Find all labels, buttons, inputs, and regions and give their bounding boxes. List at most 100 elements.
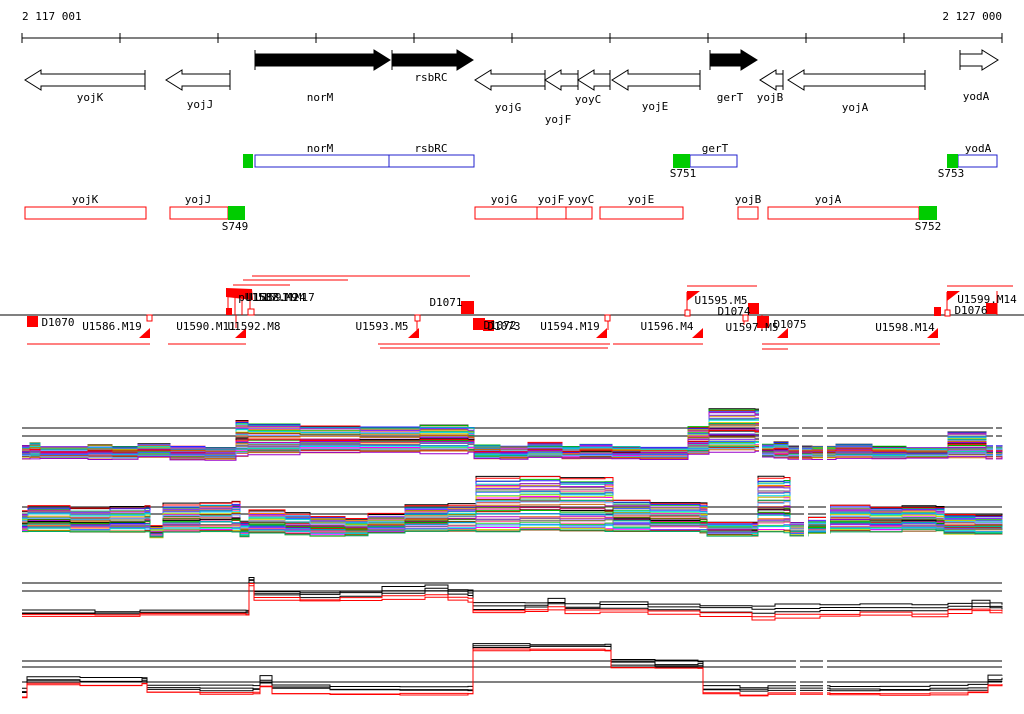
gene-arrow-shape[interactable] xyxy=(611,69,701,91)
gene-feature-row: yojK yojJ yojG yojF yoyC yojE yojB yojA S749 S752 xyxy=(24,193,942,233)
gene-label-yojE: yojE xyxy=(642,100,669,113)
probe-label-U1598.M14[interactable]: U1598.M14 xyxy=(875,321,935,334)
probe-marker-square[interactable] xyxy=(226,308,232,315)
transcript-label-gerT: gerT xyxy=(702,142,729,155)
gene-arrow-yoyC[interactable]: yoyC xyxy=(575,69,611,106)
gene-box-yojJ[interactable]: yojJ xyxy=(169,193,229,220)
expression-profile-line xyxy=(22,643,1003,689)
gene-arrow-shape[interactable] xyxy=(759,69,784,91)
gene-arrow-yojG[interactable]: yojG xyxy=(474,69,546,114)
probe-marker-square[interactable] xyxy=(461,301,474,314)
probe-label-D1070[interactable]: D1070 xyxy=(41,316,74,329)
signal-square[interactable] xyxy=(243,154,253,168)
gene-arrow-shape[interactable] xyxy=(391,49,474,71)
gene-box-label-yojA: yojA xyxy=(815,193,842,206)
probe-label-D1073[interactable]: D1073 xyxy=(487,320,520,333)
data-gap xyxy=(823,395,827,470)
gene-arrow-yojF[interactable]: yojF xyxy=(544,69,579,126)
probe-end-triangle xyxy=(408,328,419,338)
probe-label-U1588.M24[interactable]: U1588.M24 xyxy=(246,291,306,304)
signal-square-S751[interactable]: S751 xyxy=(670,154,697,180)
signal-square-S752[interactable]: S752 xyxy=(915,206,942,233)
probe-marker-square[interactable] xyxy=(986,303,997,314)
gene-arrow-shape[interactable] xyxy=(24,69,146,91)
probe-open-square xyxy=(742,314,749,322)
probe-label-D1071[interactable]: D1071 xyxy=(429,296,462,309)
gene-arrow-shape[interactable] xyxy=(787,69,926,91)
gene-box-yojE[interactable]: yojE xyxy=(599,193,684,220)
probe-marker-square[interactable] xyxy=(748,303,759,314)
gene-box-label-yojK: yojK xyxy=(72,193,99,206)
probe-marker-square[interactable] xyxy=(473,318,485,330)
expression-profile-line xyxy=(22,528,1003,538)
probe-label-U1590.M11[interactable]: U1590.M11 xyxy=(176,320,236,333)
probe-label-U1586.M19[interactable]: U1586.M19 xyxy=(82,320,142,333)
signal-label-S749: S749 xyxy=(222,220,249,233)
gene-label-yojJ: yojJ xyxy=(187,98,214,111)
probe-label-U1594.M19[interactable]: U1594.M19 xyxy=(540,320,600,333)
transcript-box-norM-rsbRC[interactable]: norM rsbRC xyxy=(254,142,475,168)
probe-open-square xyxy=(944,309,951,317)
probe-end-triangle xyxy=(777,328,788,338)
probe-label-D1072[interactable]: D1072 xyxy=(483,319,516,332)
gene-label-yojG: yojG xyxy=(495,101,522,114)
gene-arrow-shape[interactable] xyxy=(709,49,758,71)
probe-label-D1075[interactable]: D1075 xyxy=(773,318,806,331)
probe-marker-square[interactable] xyxy=(483,320,494,331)
probe-open-square xyxy=(146,314,153,322)
probe-marker-square[interactable] xyxy=(27,316,38,327)
expression-profile-line xyxy=(22,645,1003,693)
probe-label-D1074[interactable]: D1074 xyxy=(717,305,750,318)
gene-arrow-yojA[interactable]: yojA xyxy=(787,69,926,114)
probe-label-U1592.M8[interactable]: U1592.M8 xyxy=(228,320,281,333)
expression-profile-line xyxy=(22,579,1003,615)
gene-arrow-shape[interactable] xyxy=(959,49,999,71)
signal-label-S753: S753 xyxy=(938,167,965,180)
expression-band-1 xyxy=(22,395,1003,470)
expression-profile-line xyxy=(22,409,1003,450)
probe-label-U1596.M4[interactable]: U1596.M4 xyxy=(641,320,694,333)
gene-arrow-rsbRC[interactable]: rsbRC xyxy=(391,49,474,84)
probe-label-U1591.M17[interactable]: U1591.M17 xyxy=(255,291,315,304)
expression-profile-line xyxy=(22,409,1003,450)
gene-arrow-shape[interactable] xyxy=(474,69,546,91)
expression-profile-line xyxy=(22,437,1003,456)
gene-arrow-shape[interactable] xyxy=(577,69,611,91)
gene-arrow-yodA[interactable]: yodA xyxy=(959,49,999,103)
ruler-end-coordinate: 2 127 000 xyxy=(942,10,1002,23)
probe-label-U1599.M14[interactable]: U1599.M14 xyxy=(957,293,1017,306)
ruler-start-coordinate: 2 117 001 xyxy=(22,10,82,23)
probe-label-pU1587.M9[interactable]: pU1587.M9 xyxy=(238,291,298,304)
signal-square-S753[interactable]: S753 xyxy=(938,154,965,180)
gene-arrow-norM[interactable]: norM xyxy=(254,49,391,104)
probe-end-triangle xyxy=(927,328,938,338)
probe-label-U1597.M5[interactable]: U1597.M5 xyxy=(726,321,779,334)
gene-box-yojG-yojF-yoyC[interactable]: yojG yojF yoyC xyxy=(474,193,594,220)
transcript-label-yodA: yodA xyxy=(965,142,992,155)
gene-arrow-yojE[interactable]: yojE xyxy=(611,69,701,113)
gene-arrow-yojK[interactable]: yojK xyxy=(24,69,146,104)
gene-arrow-yojB[interactable]: yojB xyxy=(757,69,784,104)
probe-marker-square[interactable] xyxy=(757,316,769,328)
gene-box-yojA[interactable]: yojA xyxy=(767,193,920,220)
signal-square-S749[interactable]: S749 xyxy=(222,206,249,233)
gene-arrow-yojJ[interactable]: yojJ xyxy=(165,69,231,111)
gene-arrow-gerT[interactable]: gerT xyxy=(709,49,758,104)
gene-box-yojB[interactable]: yojB xyxy=(735,193,762,220)
transcript-box-gerT[interactable]: gerT xyxy=(689,142,738,168)
gene-arrow-shape[interactable] xyxy=(254,49,391,71)
probe-label-D1076[interactable]: D1076 xyxy=(954,304,987,317)
probe-end-triangle xyxy=(596,328,607,338)
gene-arrow-shape[interactable] xyxy=(544,69,579,91)
transcript-box-yodA[interactable]: yodA xyxy=(957,142,998,168)
probe-label-U1595.M5[interactable]: U1595.M5 xyxy=(695,294,748,307)
gene-arrow-shape[interactable] xyxy=(165,69,231,91)
gene-label-gerT: gerT xyxy=(717,91,744,104)
probe-label-U1593.M5[interactable]: U1593.M5 xyxy=(356,320,409,333)
transcript-label-norM: norM xyxy=(307,142,334,155)
probe-open-square xyxy=(414,314,421,322)
gene-box-yojK[interactable]: yojK xyxy=(24,193,147,220)
probe-marker-square[interactable] xyxy=(934,307,941,316)
